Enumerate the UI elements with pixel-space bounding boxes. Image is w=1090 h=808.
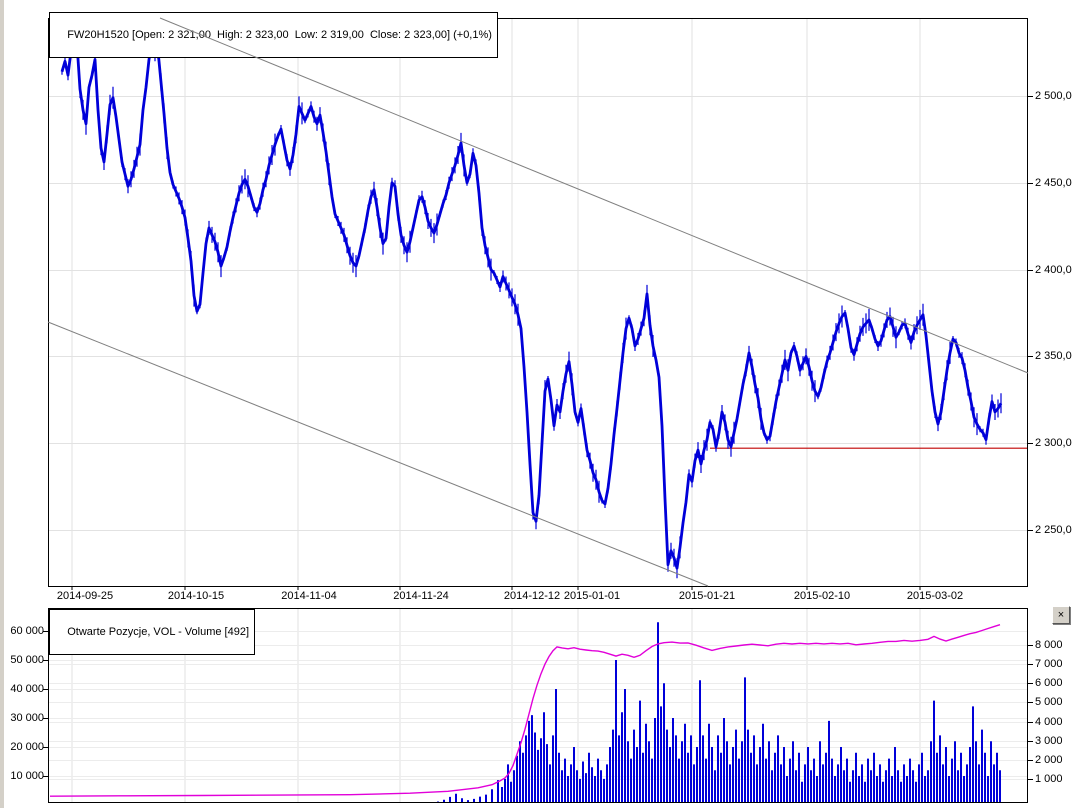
price-axis-label: 2 250,0	[1035, 524, 1072, 536]
price-series	[60, 30, 1003, 579]
volume-series	[437, 622, 1001, 802]
date-axis-label: 2014-12-12	[503, 590, 561, 602]
volume-axis-label: 60 000	[10, 625, 44, 637]
date-axis-label: 2014-09-25	[56, 590, 114, 602]
date-axis-label: 2014-11-04	[281, 590, 337, 602]
indicator-panel-legend-text: Otwarte Pozycje, VOL - Volume [492]	[67, 626, 250, 638]
date-axis-label: 2014-10-15	[167, 590, 225, 602]
date-axis-label: 2015-01-01	[563, 590, 621, 602]
date-axis-label: 2014-11-24	[393, 590, 449, 602]
price-axis-label: 2 300,0	[1035, 437, 1072, 449]
window-edge	[0, 0, 4, 808]
open-interest-axis-label: 5 000	[1035, 696, 1063, 708]
volume-axis-label: 10 000	[10, 770, 44, 782]
open-interest-axis-label: 7 000	[1035, 658, 1063, 670]
price-axis-label: 2 400,0	[1035, 264, 1072, 276]
open-interest-axis-label: 4 000	[1035, 716, 1063, 728]
price-panel-legend-text: FW20H1520 [Open: 2 321,00 High: 2 323,00…	[67, 29, 492, 41]
open-interest-axis-label: 3 000	[1035, 735, 1063, 747]
close-indicator-panel-button[interactable]: ×	[1052, 606, 1070, 624]
volume-axis-label: 40 000	[10, 683, 44, 695]
price-panel-legend: FW20H1520 [Open: 2 321,00 High: 2 323,00…	[49, 12, 498, 58]
date-axis-label: 2015-03-02	[906, 590, 964, 602]
volume-axis-label: 20 000	[10, 741, 44, 753]
volume-axis-label: 30 000	[10, 712, 44, 724]
price-axis-label: 2 500,0	[1035, 90, 1072, 102]
price-axis-label: 2 450,0	[1035, 177, 1072, 189]
volume-axis-label: 50 000	[10, 654, 44, 666]
price-axis-label: 2 350,0	[1035, 350, 1072, 362]
open-interest-axis-label: 6 000	[1035, 677, 1063, 689]
close-icon: ×	[1057, 608, 1065, 621]
date-axis-label: 2015-01-21	[678, 590, 736, 602]
open-interest-axis-label: 2 000	[1035, 754, 1063, 766]
open-interest-axis-label: 1 000	[1035, 773, 1063, 785]
indicator-panel-legend: Otwarte Pozycje, VOL - Volume [492]	[49, 609, 256, 655]
open-interest-axis-label: 8 000	[1035, 639, 1063, 651]
open-interest-series	[49, 624, 1001, 797]
date-axis-label: 2015-02-10	[793, 590, 851, 602]
